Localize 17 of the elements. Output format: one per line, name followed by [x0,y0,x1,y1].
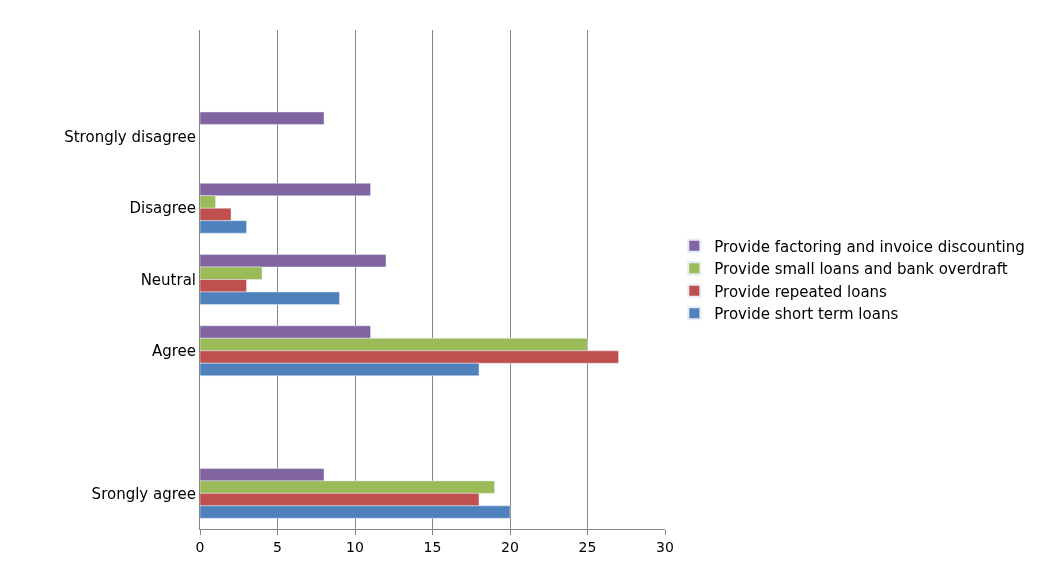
x-tick-label: 30 [656,538,674,555]
x-tick-label: 25 [578,538,597,555]
legend-label: Provide short term loans [714,305,899,324]
x-tick-label: 10 [346,538,364,555]
x-tick-label: 15 [423,538,442,555]
y-tick-label: Neutral [140,270,196,289]
y-tick-label: Srongly agree [91,484,196,503]
x-tick-label: 5 [273,538,282,555]
legend-label: Provide repeated loans [714,282,888,301]
y-tick-label: Disagree [129,199,196,218]
y-tick-label: Strongly disagree [64,128,196,147]
x-tick-label: 20 [501,538,519,555]
legend-label: Provide factoring and invoice discounting [714,237,1025,256]
legend-label: Provide small loans and bank overdraft [714,260,1008,279]
bar [200,111,325,125]
y-tick-label: Agree [151,342,196,361]
x-tick-label: 0 [195,538,205,555]
